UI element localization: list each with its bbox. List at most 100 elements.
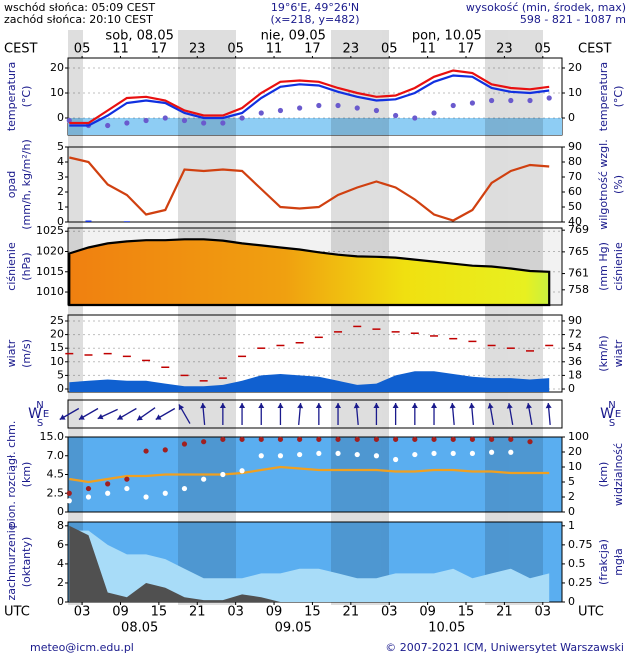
wind-arrow bbox=[178, 404, 191, 424]
y2-tick-label: 0 bbox=[568, 505, 575, 518]
series-dot bbox=[527, 439, 533, 445]
series-area bbox=[68, 238, 551, 307]
series-dot bbox=[508, 436, 514, 442]
y2-tick-label: 18 bbox=[568, 368, 582, 381]
series-dot bbox=[508, 449, 514, 455]
series-dot bbox=[143, 494, 149, 500]
y2-tick-label: 1 bbox=[568, 519, 575, 532]
series-dot bbox=[469, 436, 476, 442]
series-dot bbox=[393, 436, 399, 442]
series-dot bbox=[527, 97, 533, 104]
series-dot bbox=[277, 453, 284, 459]
y-tick-label: 0 bbox=[57, 595, 64, 608]
footer-email[interactable]: meteo@icm.edu.pl bbox=[30, 641, 134, 654]
arrow-head bbox=[59, 414, 66, 420]
bottom-tick-label: 21 bbox=[496, 605, 513, 620]
time-zone-label: CEST bbox=[578, 42, 612, 57]
series-dot bbox=[220, 120, 226, 126]
y2-tick-label: 80 bbox=[568, 155, 582, 168]
below-zero-band bbox=[68, 118, 562, 135]
y-tick-label: 4 bbox=[57, 557, 64, 570]
wind-arrow bbox=[297, 402, 304, 426]
wind-arrow bbox=[353, 402, 360, 426]
bottom-tick-label: 15 bbox=[151, 605, 168, 620]
time-zone-label: UTC bbox=[578, 605, 604, 620]
y-tick-label: 25 bbox=[50, 314, 64, 327]
wind-arrow bbox=[155, 407, 176, 421]
series-dot bbox=[335, 102, 341, 109]
y-tick-label: 5 bbox=[57, 368, 64, 381]
arrow-head bbox=[155, 414, 162, 420]
axis-label: widzialność bbox=[612, 443, 625, 506]
arrow-head bbox=[392, 403, 399, 408]
bottom-tick-label: 03 bbox=[74, 605, 91, 620]
series-dot bbox=[124, 120, 130, 126]
series-area bbox=[69, 371, 550, 392]
time-zone-label: CEST bbox=[4, 42, 38, 57]
series-area bbox=[69, 530, 550, 602]
arrow-head bbox=[353, 403, 360, 409]
y2-tick-label: 20 bbox=[568, 445, 582, 458]
series-dot bbox=[181, 485, 188, 492]
wind-arrow bbox=[449, 402, 456, 426]
y-tick-label: 1010 bbox=[36, 285, 64, 298]
y2-tick-label: 5 bbox=[568, 475, 575, 488]
wind-arrow bbox=[136, 407, 156, 421]
series-dot bbox=[412, 436, 418, 442]
y-tick-label: 15.0 bbox=[40, 430, 65, 443]
y2-tick-label: 90 bbox=[568, 314, 582, 327]
precip-bar bbox=[85, 220, 92, 222]
y2-tick-label: 70 bbox=[568, 170, 582, 183]
axis-label: (km) bbox=[597, 462, 610, 488]
axis-label: (°C) bbox=[20, 86, 33, 108]
series-dot bbox=[85, 494, 92, 500]
series-line bbox=[69, 74, 550, 127]
axis-label: (oktanty) bbox=[20, 537, 33, 588]
series-line bbox=[69, 156, 550, 222]
y2-tick-label: 100 bbox=[568, 430, 589, 443]
coords: 19°6'E, 49°26'N bbox=[271, 1, 359, 14]
arrow-head bbox=[431, 403, 438, 408]
y-tick-label: 1 bbox=[57, 200, 64, 213]
bottom-tick-label: 09 bbox=[266, 605, 283, 620]
y-tick-label: 7.0 bbox=[47, 449, 65, 462]
bottom-date: 10.05 bbox=[428, 621, 465, 636]
series-dot bbox=[297, 105, 303, 111]
compass-label: W bbox=[600, 406, 614, 422]
axis-label: (%) bbox=[612, 175, 625, 194]
bottom-tick-label: 03 bbox=[535, 605, 552, 620]
arrow-head bbox=[315, 403, 322, 408]
series-dot bbox=[508, 97, 514, 104]
top-tick-label: 17 bbox=[304, 42, 321, 57]
series-dot bbox=[335, 436, 341, 442]
series-dot bbox=[239, 436, 245, 442]
series-dot bbox=[412, 115, 418, 121]
series-dot bbox=[66, 498, 72, 504]
bottom-tick-label: 03 bbox=[227, 605, 244, 620]
grid-point: (x=218, y=482) bbox=[270, 13, 359, 26]
y2-tick-label: 765 bbox=[568, 245, 589, 258]
series-dot bbox=[66, 117, 72, 124]
y-tick-label: 3 bbox=[57, 170, 64, 183]
axis-label: (hPa) bbox=[20, 252, 33, 280]
wind-arrow bbox=[59, 407, 80, 421]
wind-arrow bbox=[506, 403, 514, 425]
y2-tick-label: 2 bbox=[568, 490, 575, 503]
series-dot bbox=[239, 115, 245, 121]
arrow-head bbox=[526, 403, 532, 409]
top-date: pon, 10.05 bbox=[412, 29, 482, 44]
panel-bg bbox=[67, 436, 563, 513]
y2-tick-label: 0.25 bbox=[568, 576, 593, 589]
series-dot bbox=[489, 449, 495, 455]
bottom-date: 08.05 bbox=[121, 621, 158, 636]
axis-label: opad bbox=[5, 171, 18, 198]
top-tick-label: 17 bbox=[458, 42, 475, 57]
wind-arrow bbox=[117, 407, 137, 421]
wind-arrow bbox=[258, 403, 265, 425]
top-tick-label: 23 bbox=[343, 42, 360, 57]
arrow-head bbox=[78, 414, 85, 420]
series-dot bbox=[373, 436, 380, 442]
series-dot bbox=[450, 450, 456, 457]
axis-label: mgła bbox=[612, 548, 625, 576]
